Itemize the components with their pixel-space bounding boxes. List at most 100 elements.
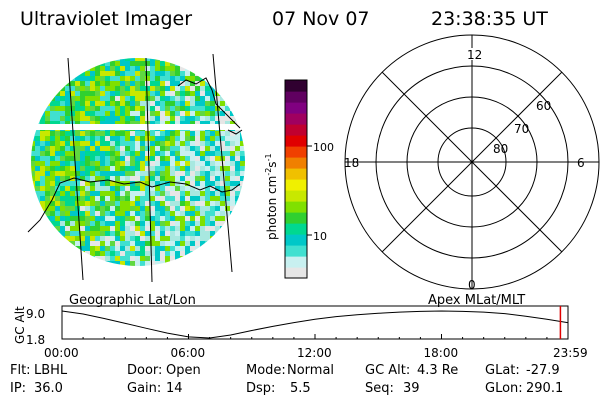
image-pixel xyxy=(65,171,70,176)
image-pixel xyxy=(160,226,165,231)
image-pixel xyxy=(45,186,50,191)
image-pixel xyxy=(115,101,120,106)
image-pixel xyxy=(210,216,215,221)
image-pixel xyxy=(100,216,105,221)
image-pixel xyxy=(165,71,170,76)
image-pixel xyxy=(90,116,95,121)
image-pixel xyxy=(130,106,135,111)
image-pixel xyxy=(85,251,90,256)
image-pixel xyxy=(100,91,105,96)
dsp-value: 5.5 xyxy=(290,381,311,396)
image-pixel xyxy=(160,181,165,186)
image-pixel xyxy=(105,246,110,251)
image-pixel xyxy=(85,116,90,121)
image-pixel xyxy=(50,111,55,116)
image-pixel xyxy=(85,156,90,161)
image-pixel xyxy=(45,146,50,151)
image-pixel xyxy=(160,251,165,256)
image-pixel xyxy=(160,121,165,126)
image-pixel xyxy=(165,221,170,226)
image-pixel xyxy=(180,231,185,236)
image-pixel xyxy=(65,206,70,211)
image-pixel xyxy=(215,206,220,211)
image-pixel xyxy=(225,196,230,201)
image-pixel xyxy=(75,206,80,211)
image-pixel xyxy=(190,241,195,246)
image-pixel xyxy=(205,196,210,201)
image-pixel xyxy=(180,166,185,171)
image-pixel xyxy=(130,136,135,141)
image-pixel xyxy=(160,241,165,246)
image-pixel xyxy=(100,201,105,206)
door-label: Door: xyxy=(127,363,163,378)
image-pixel xyxy=(75,121,80,126)
image-pixel xyxy=(125,226,130,231)
image-pixel xyxy=(190,236,195,241)
image-pixel xyxy=(225,121,230,126)
image-pixel xyxy=(135,61,140,66)
image-pixel xyxy=(110,131,115,136)
image-pixel xyxy=(70,226,75,231)
seq-value: 39 xyxy=(403,381,420,396)
image-pixel xyxy=(225,166,230,171)
image-pixel xyxy=(115,136,120,141)
image-pixel xyxy=(170,71,175,76)
image-pixel xyxy=(35,156,40,161)
image-pixel xyxy=(220,181,225,186)
image-pixel xyxy=(235,141,240,146)
image-pixel xyxy=(215,136,220,141)
image-pixel xyxy=(185,121,190,126)
gc-alt-status-label: GC Alt: xyxy=(365,363,411,378)
image-pixel xyxy=(31,166,35,171)
image-pixel xyxy=(90,171,95,176)
image-pixel xyxy=(140,191,145,196)
image-pixel xyxy=(165,191,170,196)
image-pixel xyxy=(75,216,80,221)
image-pixel xyxy=(60,111,65,116)
image-pixel xyxy=(55,106,60,111)
image-pixel xyxy=(195,176,200,181)
image-pixel xyxy=(95,91,100,96)
image-pixel xyxy=(120,96,125,101)
image-pixel xyxy=(120,71,125,76)
image-pixel xyxy=(135,121,140,126)
image-pixel xyxy=(225,181,230,186)
image-pixel xyxy=(50,116,55,121)
image-pixel xyxy=(125,96,130,101)
image-pixel xyxy=(170,246,175,251)
image-pixel xyxy=(180,251,185,256)
image-pixel xyxy=(90,156,95,161)
image-pixel xyxy=(170,151,175,156)
image-pixel xyxy=(80,176,85,181)
image-pixel xyxy=(75,136,80,141)
image-pixel xyxy=(85,216,90,221)
image-pixel xyxy=(190,206,195,211)
image-pixel xyxy=(35,161,40,166)
image-pixel xyxy=(110,176,115,181)
image-pixel xyxy=(135,58,140,61)
image-pixel xyxy=(31,151,35,156)
image-pixel xyxy=(155,86,160,91)
image-pixel xyxy=(185,146,190,151)
image-pixel xyxy=(195,96,200,101)
image-pixel xyxy=(80,196,85,201)
image-pixel xyxy=(90,186,95,191)
image-pixel xyxy=(195,136,200,141)
image-pixel xyxy=(145,151,150,156)
image-pixel xyxy=(95,181,100,186)
image-pixel xyxy=(95,141,100,146)
image-pixel xyxy=(130,156,135,161)
image-pixel xyxy=(105,101,110,106)
image-pixel xyxy=(105,211,110,216)
image-pixel xyxy=(130,91,135,96)
image-pixel xyxy=(220,121,225,126)
image-pixel xyxy=(85,226,90,231)
image-pixel xyxy=(110,196,115,201)
image-pixel xyxy=(190,116,195,121)
image-pixel xyxy=(155,231,160,236)
image-pixel xyxy=(100,191,105,196)
image-pixel xyxy=(95,206,100,211)
image-pixel xyxy=(195,206,200,211)
image-pixel xyxy=(85,86,90,91)
image-pixel xyxy=(185,196,190,201)
